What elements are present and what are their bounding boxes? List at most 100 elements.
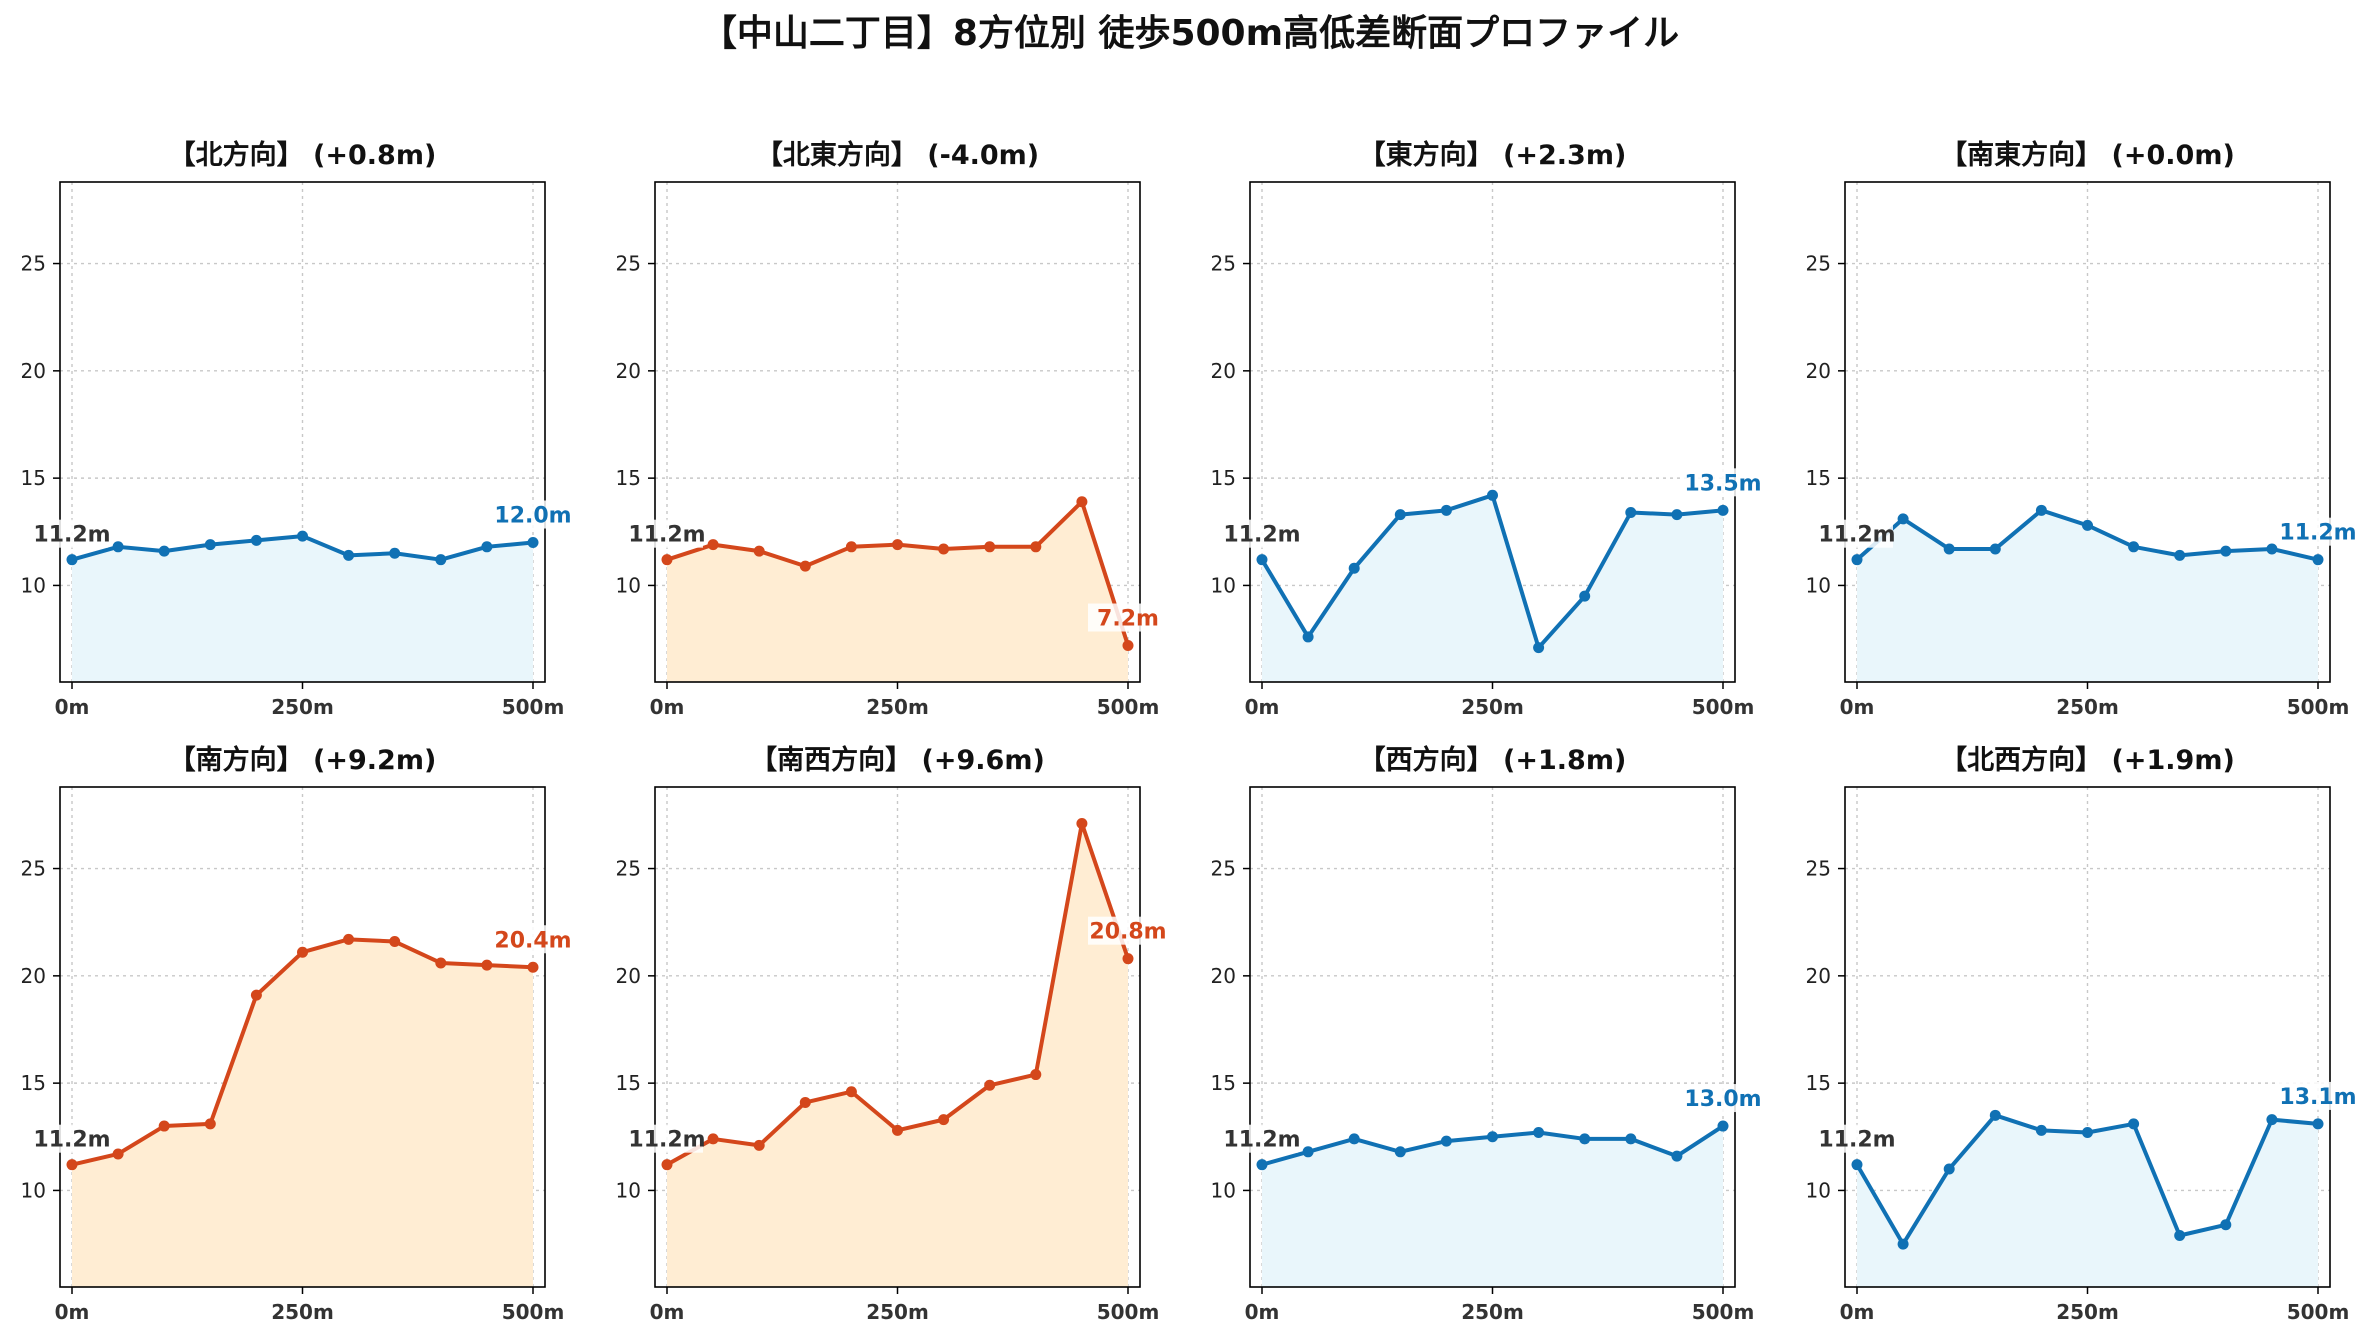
x-tick-label: 500m (1692, 1300, 1755, 1324)
data-point (1487, 489, 1498, 501)
data-point (435, 554, 447, 566)
data-point (799, 560, 811, 572)
start-label: 11.2m (1818, 523, 1895, 548)
data-point (2220, 545, 2232, 557)
data-point (66, 554, 78, 566)
data-point (2128, 1118, 2140, 1130)
y-tick-label: 25 (1806, 857, 1831, 881)
y-tick-label: 10 (1211, 1178, 1236, 1202)
end-label-bg (1683, 1084, 1763, 1113)
start-label-bg (1222, 1124, 1298, 1153)
end-label-bg (1088, 916, 1168, 945)
data-point (1851, 554, 1863, 566)
data-point (984, 1079, 996, 1091)
start-label-bg (627, 1124, 703, 1153)
end-label: 12.0m (494, 504, 571, 529)
data-point (2174, 1229, 2186, 1241)
data-point (1122, 640, 1134, 652)
y-tick-label: 25 (1211, 252, 1236, 276)
y-tick-label: 20 (616, 964, 641, 988)
data-point (435, 957, 447, 969)
data-point (204, 539, 216, 551)
start-label: 11.2m (1818, 1128, 1895, 1153)
start-label: 11.2m (1223, 1128, 1300, 1153)
y-tick-label: 25 (616, 857, 641, 881)
data-point (1348, 1133, 1360, 1145)
y-tick-label: 15 (1211, 466, 1236, 490)
data-point (481, 959, 493, 971)
data-point (250, 534, 262, 546)
y-tick-label: 20 (1806, 359, 1831, 383)
data-point (984, 541, 996, 553)
data-point (892, 539, 903, 551)
data-point (527, 961, 539, 973)
x-tick-label: 250m (271, 1300, 334, 1324)
area-fill (72, 939, 533, 1287)
data-point (938, 543, 950, 555)
data-point (661, 554, 673, 566)
x-tick-label: 0m (1840, 1300, 1875, 1324)
y-tick-label: 15 (21, 466, 46, 490)
data-point (1717, 504, 1729, 516)
y-tick-label: 20 (1211, 359, 1236, 383)
data-point (2128, 541, 2140, 553)
data-point (2266, 1114, 2278, 1126)
data-point (1989, 543, 2001, 555)
x-tick-label: 250m (1461, 1300, 1524, 1324)
data-point (1897, 1238, 1909, 1250)
data-point (2035, 504, 2047, 516)
panel-title: 【北東方向】 (-4.0m) (756, 139, 1039, 171)
data-point (66, 1159, 78, 1171)
data-point (1487, 1131, 1498, 1143)
panel-title: 【東方向】 (+2.3m) (1359, 139, 1627, 171)
area-fill (667, 823, 1128, 1287)
data-point (1302, 1146, 1314, 1158)
start-label: 11.2m (33, 523, 110, 548)
data-point (297, 530, 308, 542)
x-tick-label: 0m (55, 1300, 90, 1324)
y-tick-label: 10 (1806, 1178, 1831, 1202)
data-point (1348, 562, 1360, 574)
y-tick-label: 15 (21, 1071, 46, 1095)
data-point (204, 1118, 216, 1130)
y-tick-label: 15 (616, 1071, 641, 1095)
x-tick-label: 0m (1840, 695, 1875, 719)
data-point (2312, 1118, 2324, 1130)
y-tick-label: 25 (1806, 252, 1831, 276)
panel-title: 【南東方向】 (+0.0m) (1940, 139, 2235, 171)
data-point (1717, 1120, 1729, 1132)
x-tick-label: 500m (502, 1300, 565, 1324)
y-tick-label: 10 (21, 573, 46, 597)
end-label-bg (1683, 468, 1763, 497)
x-tick-label: 250m (866, 1300, 929, 1324)
data-point (389, 547, 401, 559)
data-point (938, 1114, 950, 1126)
data-point (1394, 1146, 1406, 1158)
data-point (1851, 1159, 1863, 1171)
data-point (1671, 1150, 1683, 1162)
data-point (343, 933, 355, 945)
panel-title: 【南西方向】 (+9.6m) (750, 744, 1045, 776)
area-fill (1262, 1126, 1723, 1287)
area-fill (72, 536, 533, 682)
data-point (158, 1120, 170, 1132)
data-point (527, 537, 539, 549)
data-point (707, 539, 719, 551)
data-point (845, 541, 857, 553)
x-tick-label: 250m (866, 695, 929, 719)
x-tick-label: 250m (2056, 695, 2119, 719)
data-point (1533, 642, 1545, 654)
x-tick-label: 500m (2287, 695, 2350, 719)
x-tick-label: 250m (271, 695, 334, 719)
data-point (2035, 1124, 2047, 1136)
x-tick-label: 0m (650, 695, 685, 719)
data-point (1076, 496, 1088, 508)
y-tick-label: 10 (1806, 573, 1831, 597)
figure-title: 【中山二丁目】8方位別 徒歩500m高低差断面プロファイル (700, 13, 1680, 54)
start-label-bg (32, 519, 108, 548)
x-tick-label: 500m (1097, 1300, 1160, 1324)
